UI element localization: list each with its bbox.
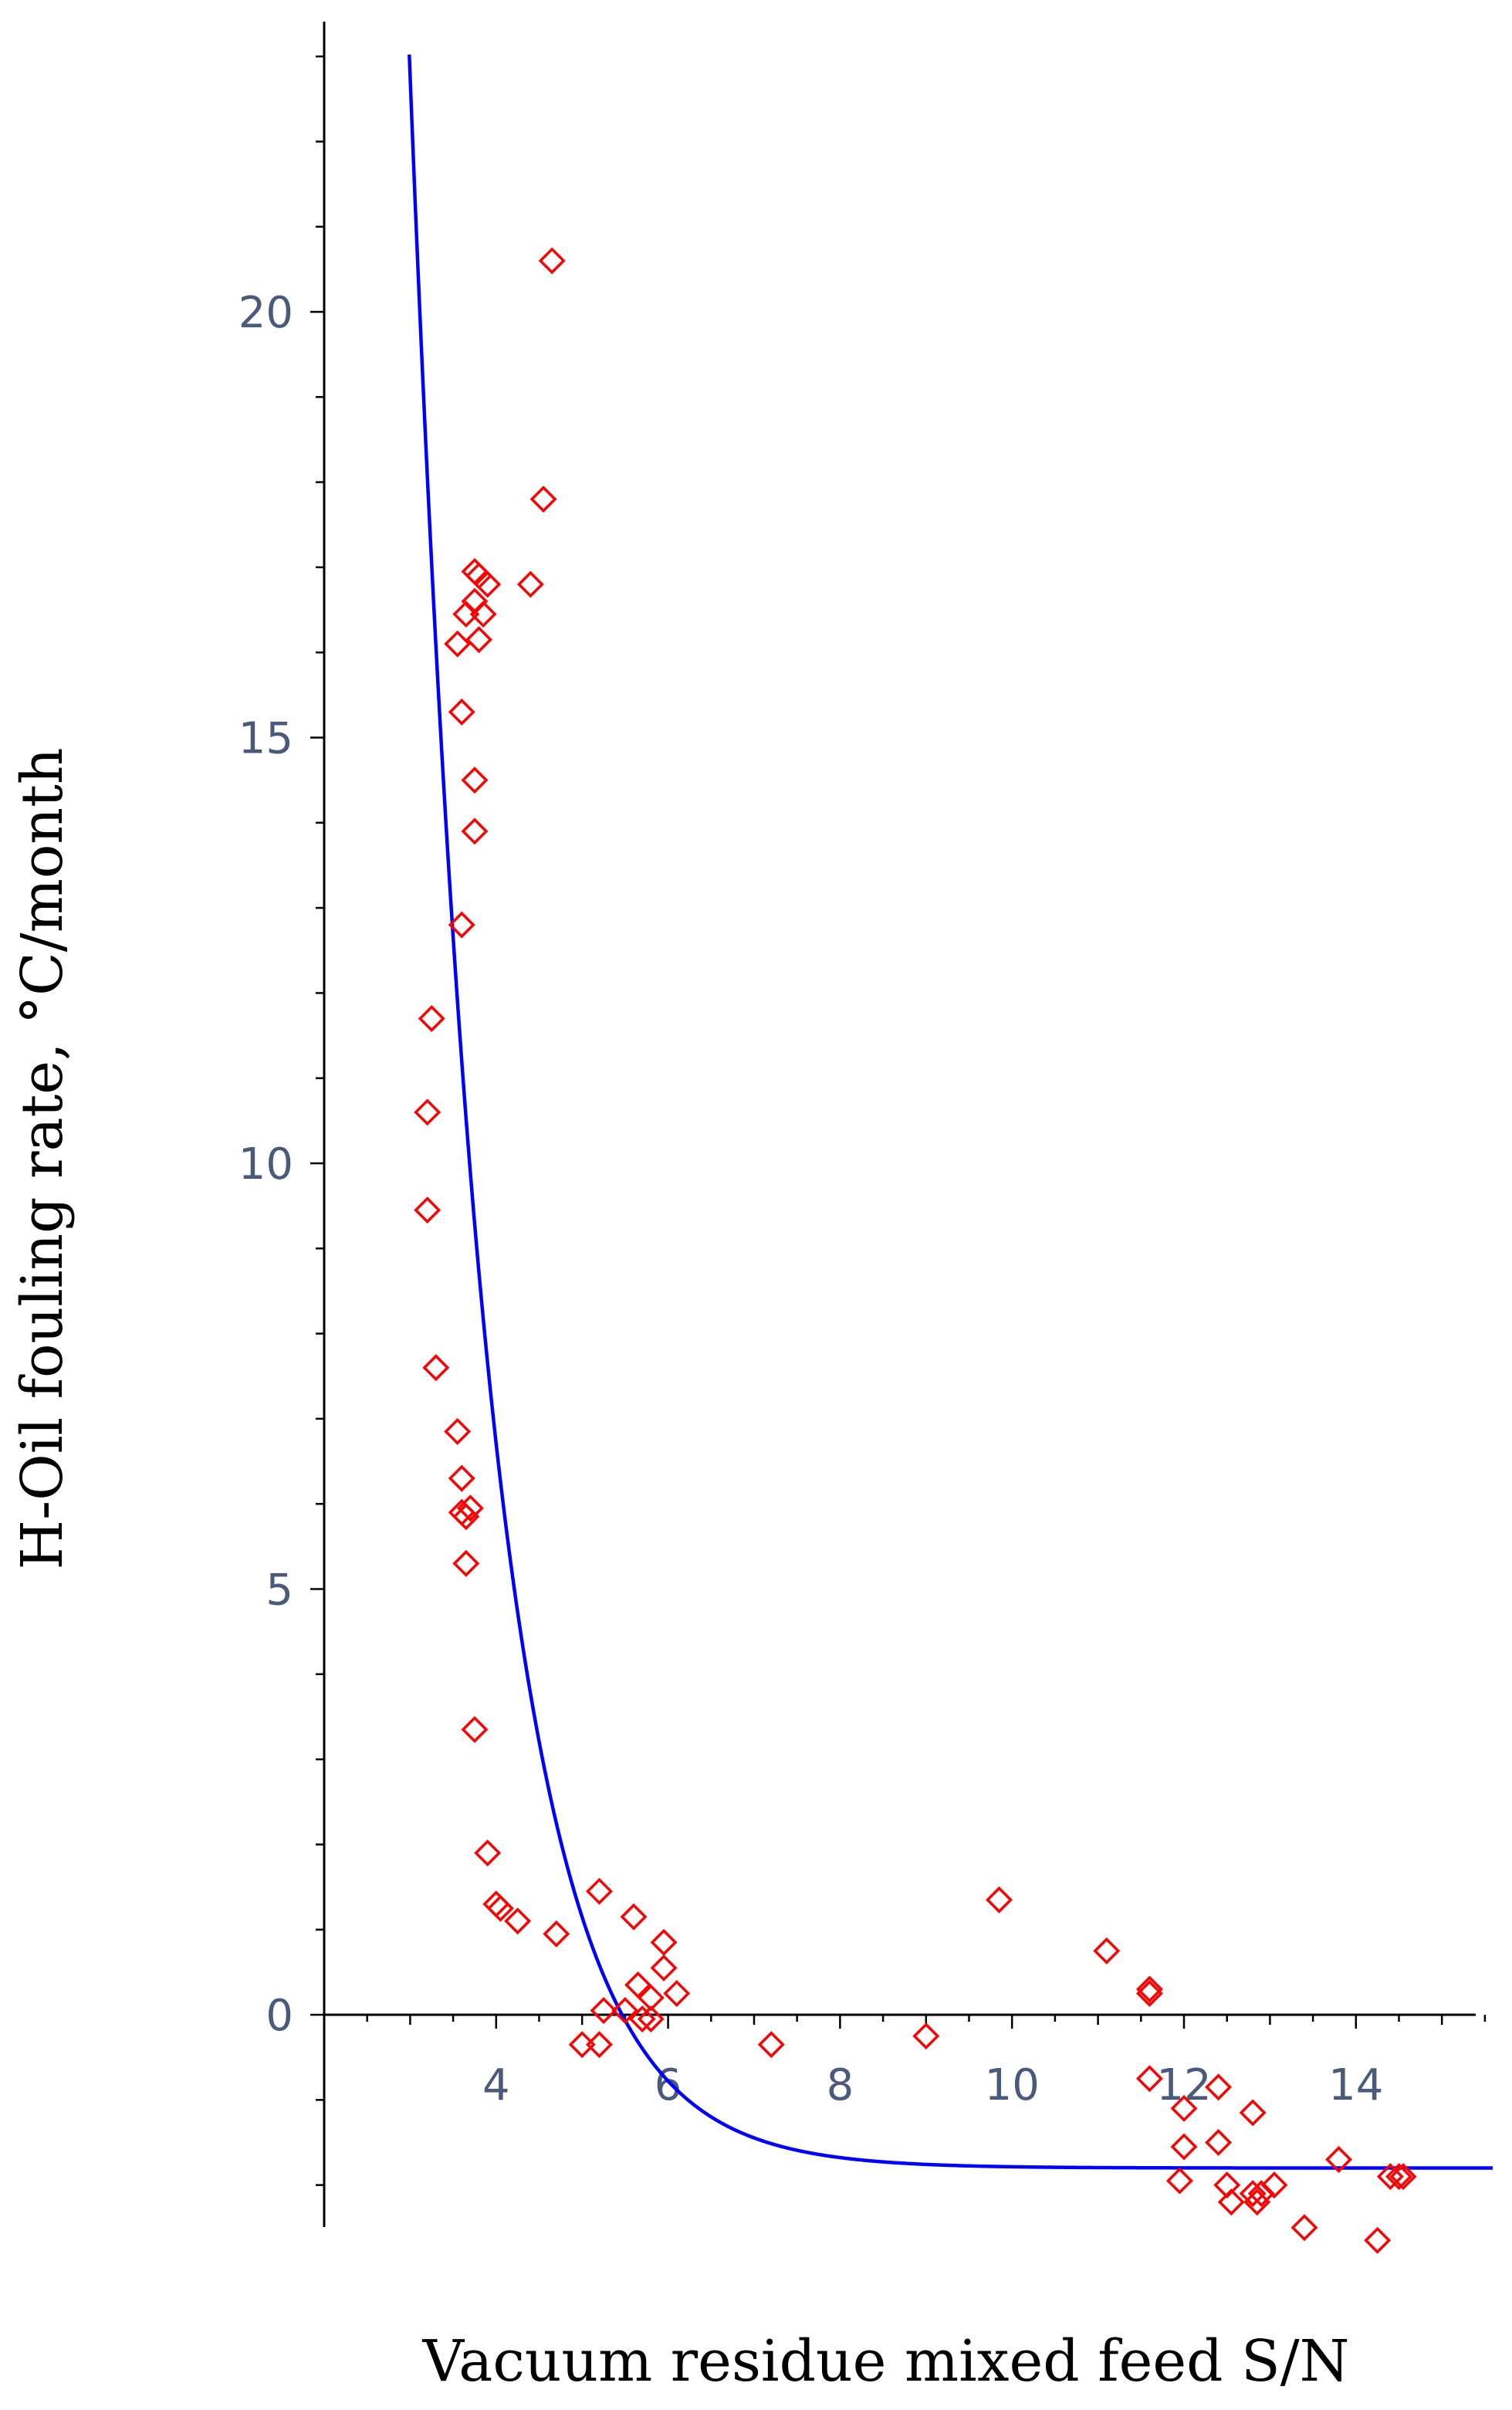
data-point <box>1389 2163 1417 2191</box>
y-tick-label: 0 <box>266 1991 293 2041</box>
x-axis: 4 6 8 10 12 14 <box>324 2013 1487 2110</box>
data-point <box>516 570 544 598</box>
fit-curve-group <box>408 54 1493 2170</box>
data-point <box>482 1890 510 1918</box>
data-point <box>1290 2214 1318 2242</box>
data-point <box>1239 2099 1267 2127</box>
fit-curve <box>408 54 1493 2170</box>
data-point <box>1247 2180 1275 2208</box>
y-axis: 0 5 10 15 20 <box>238 22 326 2227</box>
data-point <box>1243 2188 1271 2216</box>
data-point <box>757 2031 785 2059</box>
data-point <box>590 1997 617 2024</box>
data-point <box>1135 1975 1163 2003</box>
y-tick-label: 5 <box>266 1565 293 1616</box>
data-point <box>1205 2073 1233 2101</box>
data-point <box>628 2006 656 2033</box>
data-point <box>461 1716 489 1743</box>
data-point <box>1364 2226 1392 2254</box>
data-point <box>448 911 475 939</box>
data-point <box>912 2022 940 2050</box>
data-point <box>469 601 497 628</box>
data-points <box>414 247 1417 2254</box>
data-point <box>414 1197 441 1224</box>
data-point <box>1260 2171 1288 2199</box>
data-point <box>1093 1937 1121 1965</box>
data-point <box>452 1503 480 1531</box>
data-point <box>620 1903 648 1931</box>
data-point <box>1239 2180 1267 2208</box>
data-point <box>444 630 472 658</box>
data-point <box>663 1979 691 2007</box>
x-tick-label: 12 <box>1156 2060 1211 2110</box>
x-axis-label: Vacuum residue mixed feed S/N <box>422 2328 1350 2395</box>
data-point <box>624 1971 652 1999</box>
data-point <box>461 557 489 585</box>
data-point <box>568 2031 596 2059</box>
data-point <box>637 2006 665 2033</box>
data-point <box>414 1098 441 1126</box>
data-point <box>543 1920 570 1948</box>
data-point <box>465 562 492 590</box>
data-point <box>474 1839 502 1867</box>
y-axis-label: H-Oil fouling rate, °C/month <box>9 748 76 1570</box>
data-point <box>986 1886 1013 1914</box>
x-tick-label: 10 <box>985 2060 1040 2110</box>
data-point <box>461 767 489 794</box>
data-point <box>1385 2163 1412 2191</box>
y-tick-label: 20 <box>238 288 293 338</box>
data-point <box>586 2031 613 2059</box>
data-point <box>1170 2094 1198 2122</box>
data-point <box>1217 2188 1245 2216</box>
data-point <box>1135 1979 1163 2007</box>
data-point <box>422 1354 450 1382</box>
data-point <box>448 1464 475 1492</box>
data-point <box>461 817 489 845</box>
x-tick-label: 4 <box>482 2060 510 2110</box>
data-point <box>1135 2065 1163 2093</box>
data-point <box>650 1954 678 1982</box>
data-point <box>1325 2146 1352 2173</box>
data-point <box>1170 2133 1198 2161</box>
data-point <box>538 247 566 275</box>
data-point <box>474 570 502 598</box>
data-point <box>611 1997 639 2024</box>
data-point <box>452 1549 480 1577</box>
y-tick-label: 15 <box>238 714 293 764</box>
data-point <box>1165 2167 1193 2195</box>
data-point <box>1376 2163 1404 2191</box>
data-point <box>586 1877 613 1905</box>
data-point <box>504 1907 532 1935</box>
data-point <box>486 1894 514 1922</box>
data-point <box>418 1005 445 1032</box>
data-point <box>650 1928 678 1956</box>
data-point <box>456 1494 484 1522</box>
data-point <box>465 626 492 654</box>
data-point <box>448 698 475 726</box>
x-tick-label: 8 <box>827 2060 854 2110</box>
data-point <box>444 1417 472 1445</box>
data-point <box>1205 2128 1233 2156</box>
data-point <box>529 486 557 513</box>
x-tick-label: 14 <box>1328 2060 1383 2110</box>
y-tick-label: 10 <box>238 1139 293 1190</box>
